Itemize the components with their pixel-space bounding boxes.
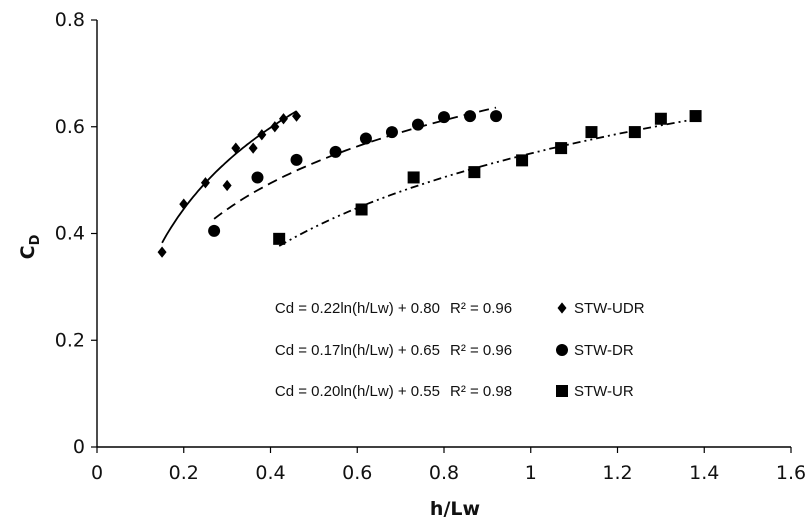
diamond-marker-legend: [557, 302, 567, 314]
square-marker-stw-ur: [407, 171, 420, 184]
r-squared-label: R² = 0.96: [450, 300, 512, 317]
legend: Cd = 0.22ln(h/Lw) + 0.80 R² = 0.96 STW-UDR…: [275, 300, 645, 400]
x-axis-ticks: 0 0.2 0.4 0.6 0.8 1 1.2 1.4 1.6: [91, 447, 806, 484]
circle-marker-legend: [556, 344, 568, 356]
circle-marker-stw-dr: [438, 111, 450, 124]
diamond-marker-stw-udr: [222, 179, 232, 192]
diamond-marker-stw-udr: [231, 142, 241, 154]
diamond-marker-stw-udr: [270, 121, 280, 133]
diamond-marker-stw-udr: [157, 246, 167, 258]
square-marker-stw-ur: [468, 166, 481, 179]
diamond-marker-stw-udr: [279, 113, 289, 125]
x-tick-label: 0: [91, 462, 103, 484]
fit-lines: [161, 106, 696, 247]
diamond-marker-stw-udr: [200, 177, 210, 189]
y-tick-label: 0.2: [55, 329, 85, 351]
diamond-marker-stw-udr: [179, 198, 189, 210]
y-axis-ticks: 0 0.2 0.4 0.6 0.8: [55, 9, 97, 458]
diamond-marker-stw-udr: [257, 129, 267, 141]
circle-marker-stw-dr: [490, 110, 503, 123]
x-tick-label: 0.4: [255, 462, 285, 484]
fit-line-stw-udr: [161, 110, 297, 244]
equation-label: Cd = 0.20ln(h/Lw) + 0.55: [275, 383, 440, 400]
square-marker-stw-ur: [273, 232, 286, 245]
circle-marker-stw-dr: [208, 224, 221, 237]
square-marker-stw-ur: [628, 126, 641, 139]
fit-line-stw-dr: [213, 106, 497, 220]
svg-text:CD: CD: [17, 234, 43, 259]
equation-label: Cd = 0.22ln(h/Lw) + 0.80: [275, 300, 440, 317]
circle-marker-stw-dr: [464, 110, 477, 123]
y-tick-label: 0.8: [55, 9, 85, 31]
x-tick-label: 1.6: [776, 462, 806, 484]
square-marker-stw-ur: [355, 203, 368, 216]
y-axis-title-sub: D: [28, 234, 43, 245]
diamond-marker-stw-udr: [292, 110, 302, 122]
circle-marker-stw-dr: [359, 132, 372, 145]
legend-series-name: STW-DR: [574, 342, 634, 359]
legend-series-name: STW-UDR: [574, 300, 645, 317]
x-axis-title: h/Lw: [430, 498, 480, 520]
diamond-marker-stw-udr: [248, 142, 258, 154]
x-tick-label: 0.2: [169, 462, 199, 484]
x-tick-label: 1: [525, 462, 537, 484]
circle-marker-stw-dr: [290, 153, 303, 166]
fit-line-stw-ur: [278, 118, 696, 247]
circle-marker-stw-dr: [411, 118, 424, 131]
square-marker-stw-ur: [654, 112, 667, 125]
square-marker-stw-ur: [516, 154, 529, 167]
circle-marker-stw-dr: [385, 126, 398, 139]
y-axis-title-main: C: [17, 245, 39, 259]
equation-label: Cd = 0.17ln(h/Lw) + 0.65: [275, 342, 440, 359]
y-axis-title: CD: [17, 234, 43, 259]
x-tick-label: 0.6: [342, 462, 372, 484]
y-tick-label: 0.4: [55, 223, 85, 245]
x-tick-label: 1.2: [602, 462, 632, 484]
square-marker-stw-ur: [689, 110, 702, 123]
data-markers: [157, 110, 702, 258]
r-squared-label: R² = 0.98: [450, 383, 512, 400]
square-marker-stw-ur: [585, 126, 598, 139]
circle-marker-stw-dr: [329, 145, 342, 158]
x-tick-label: 0.8: [429, 462, 459, 484]
y-tick-label: 0: [73, 436, 85, 458]
x-tick-label: 1.4: [689, 462, 719, 484]
square-marker-stw-ur: [555, 142, 568, 155]
legend-series-name: STW-UR: [574, 383, 634, 400]
square-marker-legend: [556, 385, 568, 397]
circle-marker-stw-dr: [251, 171, 264, 184]
r-squared-label: R² = 0.96: [450, 342, 512, 359]
y-tick-label: 0.6: [55, 116, 85, 138]
